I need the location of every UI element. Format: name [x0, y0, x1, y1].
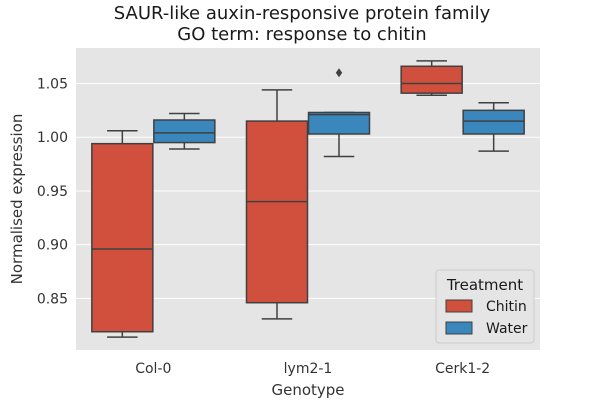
legend-title: Treatment: [446, 276, 523, 294]
y-axis-label: Normalised expression: [8, 114, 26, 285]
box-water-col-0: [153, 112, 216, 150]
box-body: [153, 119, 216, 144]
chart-subtitle: GO term: response to chitin: [177, 24, 426, 45]
x-tick-label: Cerk1-2: [435, 361, 490, 377]
chart-title: SAUR-like auxin-responsive protein famil…: [114, 3, 491, 24]
legend-swatch-water: [445, 321, 473, 335]
y-tick-label: 0.85: [37, 291, 68, 307]
legend-swatch-chitin: [445, 299, 473, 313]
x-tick-label: Col-0: [135, 361, 171, 377]
legend-label-water: Water: [486, 321, 528, 337]
box-chitin-col-0: [91, 130, 154, 338]
box-body: [400, 65, 463, 94]
box-water-cerk1-2: [462, 102, 525, 152]
legend-label-chitin: Chitin: [486, 299, 527, 315]
box-water-lym2-1: [307, 68, 371, 158]
y-tick-labels: 0.85 0.90 0.95 1.00 1.05: [37, 76, 68, 307]
box-chitin-cerk1-2: [400, 60, 463, 97]
box-body: [245, 120, 309, 304]
box-body: [91, 142, 154, 333]
y-tick-label: 0.90: [37, 238, 68, 254]
x-tick-labels: Col-0 lym2-1 Cerk1-2: [135, 361, 490, 377]
box-body: [307, 111, 371, 135]
outlier-point: [335, 68, 343, 78]
box-chitin-lym2-1: [245, 89, 309, 320]
y-tick-label: 0.95: [37, 184, 68, 200]
y-tick-label: 1.00: [37, 130, 68, 146]
x-tick-label: lym2-1: [284, 361, 333, 377]
y-tick-label: 1.05: [37, 76, 68, 92]
box-body: [462, 109, 525, 135]
legend: Treatment Chitin Water: [435, 269, 535, 344]
box-group: [91, 60, 525, 338]
x-axis-label: Genotype: [271, 381, 344, 399]
